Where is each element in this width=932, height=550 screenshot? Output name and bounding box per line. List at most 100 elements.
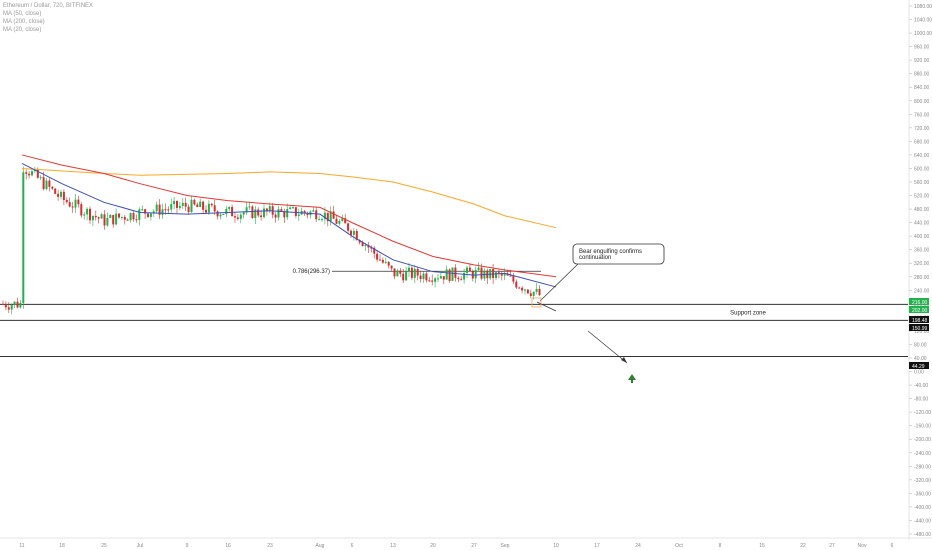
candle-body [335,218,338,224]
date-tick-label: 11 [19,543,24,549]
ma20-line [21,162,557,288]
candle-body [60,191,62,197]
price-tag [909,306,929,313]
date-tick-label: 23 [267,543,273,549]
candle-body [431,280,434,282]
candle-body [280,209,283,211]
candle-body [234,216,236,218]
candle-body [94,215,97,218]
price-tick-label: 840.00 [914,85,930,91]
candle-body [367,245,370,248]
candle-body [126,219,129,221]
candle-body [10,305,13,310]
candle-body [62,191,65,200]
callout-pointer [539,263,579,302]
price-tags: 216.00 202.00 198.48 150.99 44.29 [909,298,929,370]
candle-body [422,273,425,280]
price-tick-label: 920.00 [914,58,930,64]
candle-body [225,208,228,214]
price-tick-label: -240.00 [914,451,931,457]
candle-body [297,214,300,216]
legend-symbol: Ethereum / Dollar, 720, BITFINEX [3,3,94,9]
price-tick-label: 480.00 [914,207,930,213]
candle-body [370,247,373,249]
ma200-line [21,167,557,229]
candle-body [161,209,164,215]
candle-body [405,271,408,281]
candle-body [364,245,367,247]
candle-body [321,219,323,221]
candle-body [445,269,448,280]
price-tick-label: -160.00 [914,424,931,430]
candle-body [538,288,541,296]
price-tick-label: 520.00 [914,194,930,200]
candle-body [51,186,54,189]
candle-body [4,303,7,308]
price-tick-label: 600.00 [914,166,930,172]
candle-body [434,278,437,282]
candle-body [439,276,442,279]
price-tick-label: 800.00 [914,99,930,105]
price-axis[interactable]: 1080.00 1040.00 1000.00 960.00 920.00 880.00 8… [908,0,932,540]
price-tick-label: -40.00 [914,383,928,389]
price-tag [909,324,929,331]
candle-body [454,267,457,278]
candle-body [118,213,120,218]
price-tick-label: -440.00 [914,518,931,524]
candle-body [236,217,239,219]
date-tick-label: 10 [553,543,559,549]
date-axis[interactable]: 11 18 25 Jul 9 16 23 Aug 6 13 20 27 Sep 10 17 24 Oct 8 15 2… [0,537,932,549]
candle-body [167,209,170,211]
candle-body [347,223,350,231]
candle-body [271,206,274,215]
candle-body [384,261,387,263]
up-marker-icon [628,374,636,380]
candle-body [68,202,71,207]
candle-body [42,177,45,190]
price-tag-label: 202.00 [912,308,928,314]
candle-body [518,287,521,289]
arrow-1 [536,301,557,312]
candle-body [219,214,222,217]
candle-body [242,212,245,215]
candle-body [277,209,280,218]
candle-body [329,211,332,222]
candle-body [268,206,271,212]
candles [2,166,541,315]
price-tick-label: 280.00 [914,275,930,281]
candle-body [509,275,512,277]
candle-body [315,210,318,220]
candle-body [292,207,294,209]
candle-body [100,214,103,219]
callout-line: Bear engulfing confirms [579,249,642,255]
candle-body [532,291,535,296]
candle-body [109,214,112,218]
candle-body [164,209,167,211]
candle-body [187,206,190,213]
date-tick-label: Jul [137,543,143,549]
candle-body [123,216,126,220]
candle-body [7,307,10,310]
callout-line: continuation [579,255,611,261]
price-tick-label: 400.00 [914,234,930,240]
candle-body [31,171,33,176]
candle-body [2,303,4,305]
date-tick-label: 25 [101,543,107,549]
candle-body [489,269,492,279]
candle-body [54,188,57,194]
legend-ma50: MA (50, close) [3,11,42,17]
date-tick-label: 16 [225,543,231,549]
candle-body [390,265,393,269]
price-tick-label: 120.00 [914,329,930,335]
candle-body [132,212,135,220]
candle-body [257,209,260,216]
candle-body [115,213,118,225]
price-tick-label: -200.00 [914,437,931,443]
price-tag-label: 150.99 [912,326,928,332]
price-tick-label: 360.00 [914,248,930,254]
price-tick-label: 760.00 [914,112,930,118]
candle-body [344,218,347,224]
candle-body [460,279,463,281]
ma50-line [21,154,557,278]
